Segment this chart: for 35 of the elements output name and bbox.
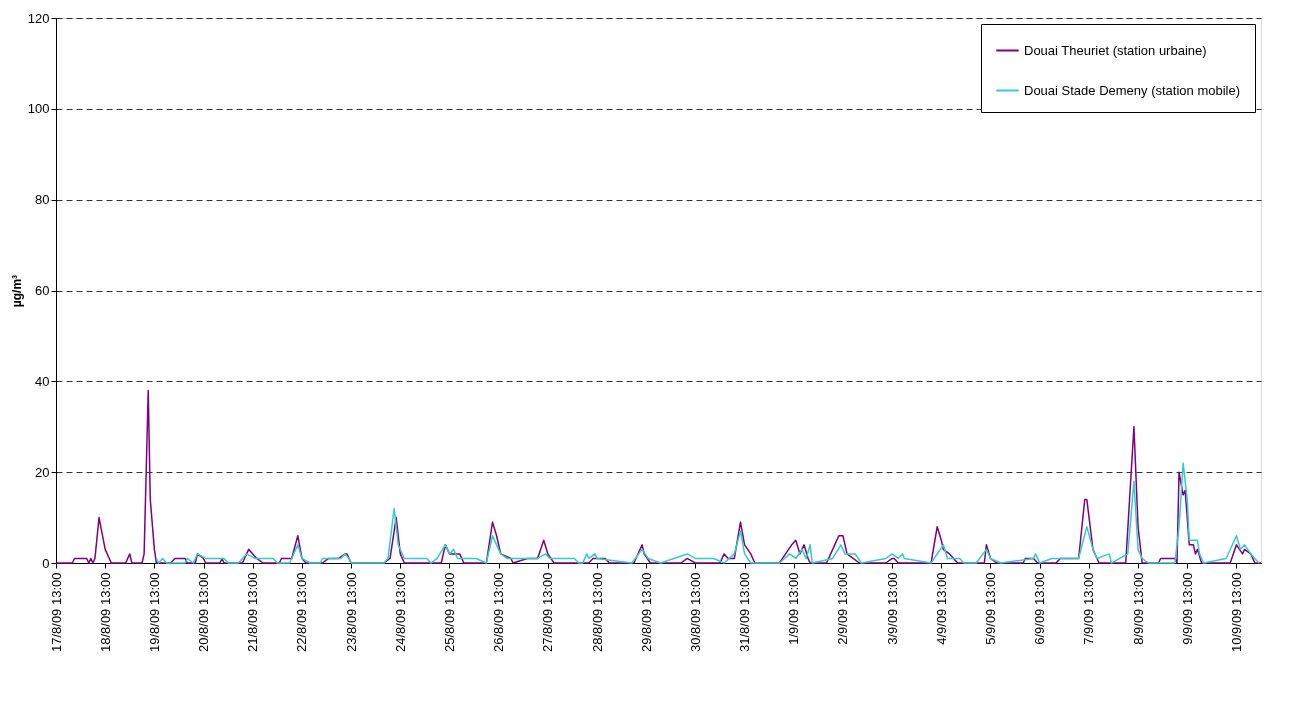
- y-tick-label: 80: [35, 192, 50, 208]
- x-tick-label: 19/8/09 13:00: [146, 572, 162, 653]
- y-tick-label: 100: [27, 101, 50, 117]
- y-axis-title: µg/m³: [9, 274, 24, 308]
- x-tick-label: 9/9/09 13:00: [1179, 572, 1195, 645]
- x-tick-label: 4/9/09 13:00: [933, 572, 949, 645]
- y-tick-label: 20: [35, 464, 50, 480]
- legend-label: Douai Stade Demeny (station mobile): [1024, 82, 1241, 98]
- x-tick-label: 30/8/09 13:00: [687, 572, 703, 653]
- x-tick-label: 17/8/09 13:00: [48, 572, 64, 653]
- x-tick-label: 26/8/09 13:00: [491, 572, 507, 653]
- x-tick-label: 6/9/09 13:00: [1032, 572, 1048, 645]
- y-tick-label: 40: [35, 373, 50, 389]
- x-tick-label: 24/8/09 13:00: [392, 572, 408, 653]
- x-tick-label: 2/9/09 13:00: [835, 572, 851, 645]
- x-tick-label: 7/9/09 13:00: [1081, 572, 1097, 645]
- x-tick-label: 1/9/09 13:00: [786, 572, 802, 645]
- x-tick-label: 28/8/09 13:00: [589, 572, 605, 653]
- y-tick-label: 0: [42, 555, 50, 571]
- legend-label: Douai Theuriet (station urbaine): [1024, 42, 1207, 58]
- y-tick-label: 120: [27, 10, 50, 26]
- x-tick-label: 10/9/09 13:00: [1228, 572, 1244, 653]
- x-tick-label: 5/9/09 13:00: [982, 572, 998, 645]
- x-tick-label: 25/8/09 13:00: [441, 572, 457, 653]
- x-tick-label: 3/9/09 13:00: [884, 572, 900, 645]
- x-tick-label: 21/8/09 13:00: [245, 572, 261, 653]
- x-tick-label: 23/8/09 13:00: [343, 572, 359, 653]
- x-tick-label: 27/8/09 13:00: [540, 572, 556, 653]
- x-tick-label: 20/8/09 13:00: [196, 572, 212, 653]
- x-tick-label: 18/8/09 13:00: [97, 572, 113, 653]
- x-tick-label: 22/8/09 13:00: [294, 572, 310, 653]
- y-tick-label: 60: [35, 283, 50, 298]
- x-tick-label: 8/9/09 13:00: [1130, 572, 1146, 645]
- x-tick-label: 29/8/09 13:00: [638, 572, 654, 653]
- x-tick-label: 31/8/09 13:00: [737, 572, 753, 653]
